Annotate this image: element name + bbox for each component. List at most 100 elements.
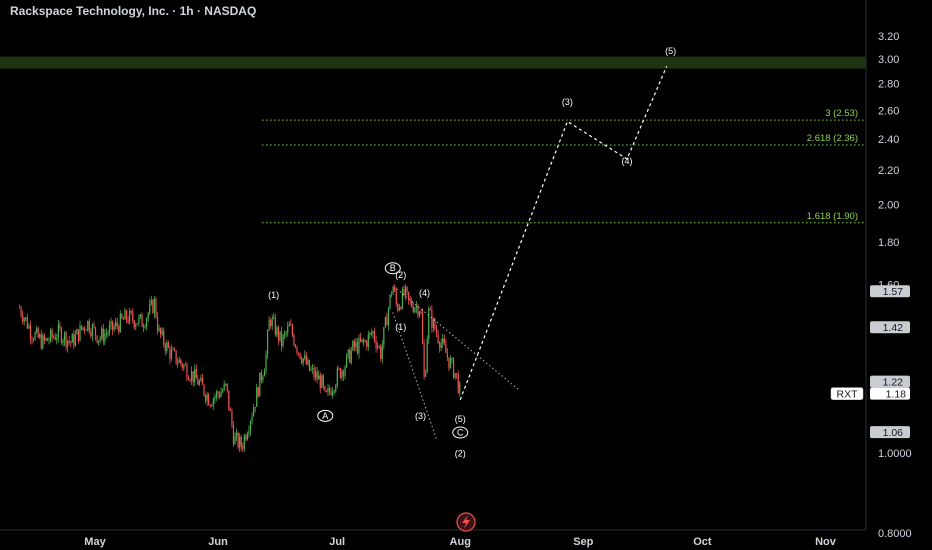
fib-level-label: 1.618 (1.90) (807, 211, 858, 222)
x-tick-label: Jul (329, 536, 345, 548)
candle-body (235, 432, 238, 437)
candle-body (119, 313, 121, 333)
candle-body (349, 349, 351, 363)
candle-body (170, 349, 173, 359)
candle-body (336, 368, 338, 386)
candle-body (270, 319, 272, 327)
candle-body (107, 333, 109, 334)
candle-body (101, 328, 103, 338)
candle-body (111, 321, 114, 330)
candle-body (149, 303, 151, 314)
candle-body (57, 324, 59, 339)
wave-label: (3) (562, 97, 573, 107)
candle-body (333, 390, 335, 392)
candle-body (304, 355, 306, 359)
candle-body (192, 371, 194, 383)
x-axis: May Jun Jul Aug Sep Oct Nov (0, 529, 866, 548)
candle-body (291, 325, 293, 336)
candle-body (280, 331, 283, 346)
candle-body (245, 435, 247, 440)
candle-body (184, 364, 187, 366)
candle-body (211, 405, 213, 407)
candle-body (257, 387, 259, 397)
candle-body (156, 317, 159, 331)
candle-body (102, 328, 104, 342)
x-tick-label: Nov (815, 536, 837, 548)
wave-label: (3) (415, 411, 426, 421)
candle-body (220, 392, 222, 397)
candle-body (440, 343, 442, 349)
candle-body (364, 341, 366, 342)
candle-body (197, 378, 199, 385)
candle-body (387, 308, 390, 326)
candle-body (347, 349, 349, 355)
candle-body (48, 340, 50, 342)
candle-body (425, 372, 427, 377)
candle-body (299, 352, 301, 359)
candle-body (418, 311, 421, 316)
candle-body (153, 299, 156, 314)
candle-body (271, 317, 273, 327)
candle-body (242, 446, 244, 449)
candle-body (217, 391, 219, 395)
candle-body (449, 358, 452, 368)
candle-body (63, 332, 66, 341)
candle-body (293, 335, 295, 345)
candle-body (398, 307, 400, 311)
candle-body (459, 383, 461, 393)
candle-body (414, 307, 416, 312)
wave-label: (1) (395, 322, 406, 332)
candle-body (310, 369, 312, 371)
candle-body (415, 305, 417, 308)
candle-body (53, 336, 55, 338)
candle-body (386, 317, 388, 326)
candle-body (426, 338, 428, 373)
candle-body (129, 310, 131, 323)
candle-body (437, 333, 439, 343)
candle-body (60, 328, 63, 343)
last-price-value: 1.18 (886, 389, 907, 401)
candle-body (301, 358, 303, 364)
candle-body (262, 376, 264, 381)
candle-body (389, 294, 391, 309)
candle-body (82, 327, 84, 330)
candle-body (260, 372, 262, 381)
candle-body (350, 350, 352, 363)
candle-body (380, 346, 382, 360)
candle-body (373, 331, 376, 341)
candle-body (284, 333, 286, 336)
candle-body (229, 408, 231, 411)
candle-body (99, 337, 101, 341)
candle-body (18, 307, 21, 309)
candle-body (313, 367, 315, 378)
candle-body (339, 368, 342, 378)
candle-body (434, 318, 436, 330)
symbol-tag-text: RXT (837, 389, 859, 401)
candle-body (167, 342, 169, 348)
candle-body (183, 364, 185, 368)
candle-body (370, 332, 373, 335)
candle-body (181, 363, 183, 368)
candle-body (307, 359, 309, 365)
candle-body (435, 329, 438, 334)
candle-body (79, 325, 81, 341)
candle-body (442, 338, 444, 344)
candle-body (215, 391, 218, 397)
candle-body (378, 346, 380, 348)
candle-body (297, 352, 300, 354)
candle-body (87, 320, 89, 330)
candle-body (160, 328, 162, 335)
candle-body (226, 383, 228, 391)
candle-body (20, 307, 22, 316)
candle-body (318, 375, 320, 380)
candle-body (94, 327, 97, 336)
candle-body (62, 340, 64, 343)
lightning-icon-glyph (462, 515, 470, 529)
candle-body (254, 406, 256, 409)
alert-marker (456, 512, 476, 532)
candle-body (166, 342, 168, 351)
wave-labels-layer: (1)AB(2)(4)(1)(3) (5)C(2)(3)(4)(5) (268, 46, 676, 458)
candle-body (316, 371, 318, 380)
candle-body (404, 286, 407, 296)
